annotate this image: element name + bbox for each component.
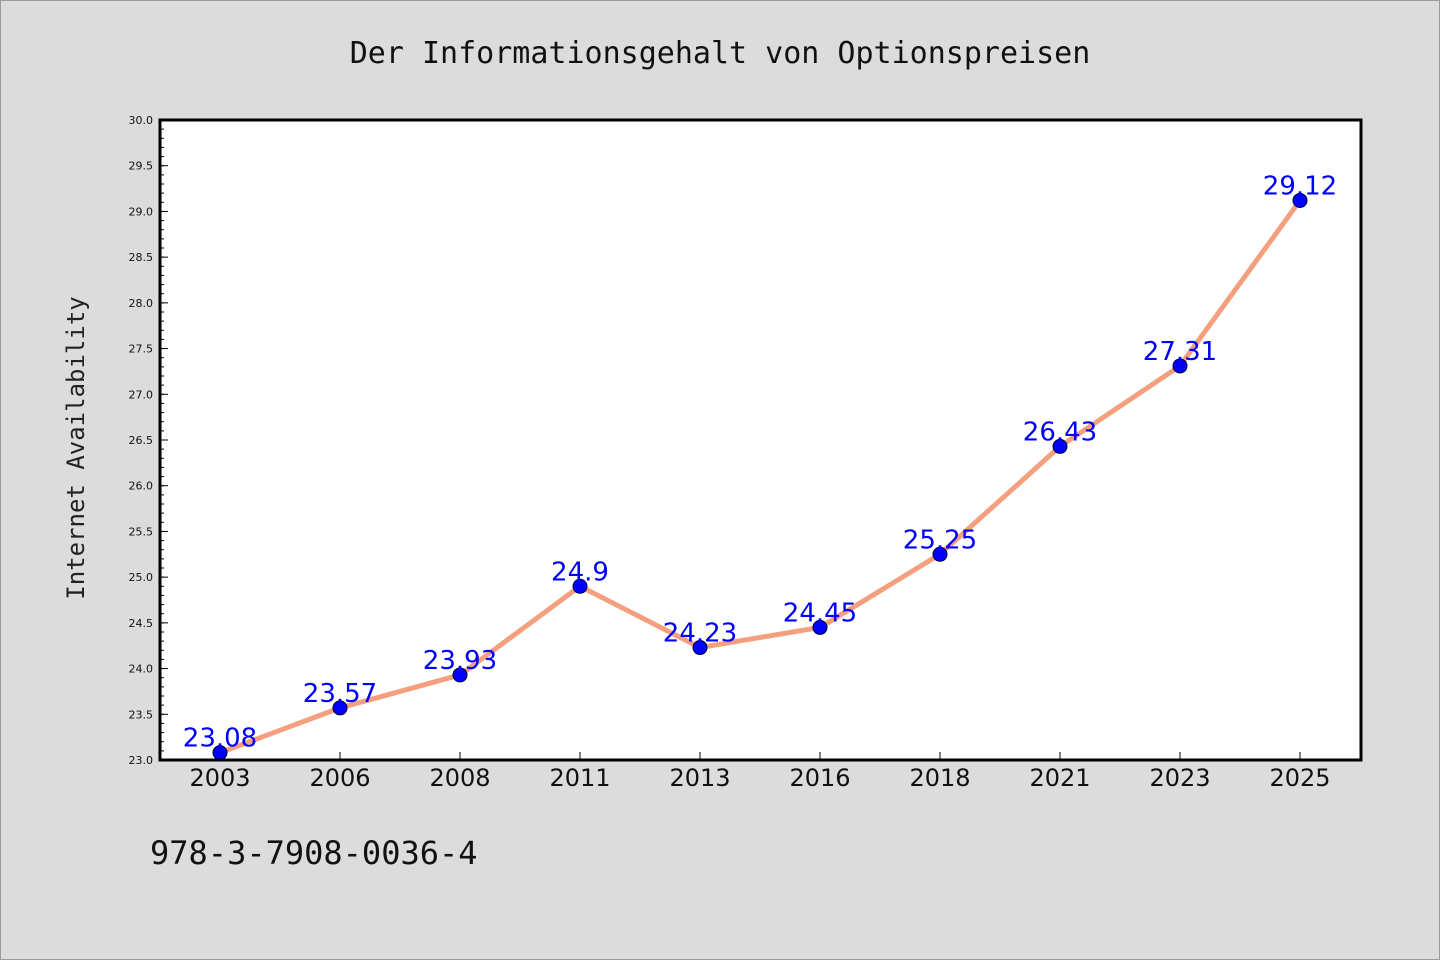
data-point [1052, 438, 1068, 454]
y-tick-label: 29.0 [129, 205, 154, 218]
y-tick-label: 27.0 [129, 388, 154, 401]
x-tick-label: 2018 [909, 764, 970, 792]
data-point [1172, 358, 1188, 374]
data-label: 24.23 [663, 619, 737, 649]
data-labels: 23.08 23.57 23.93 24.9 24.23 24.45 25.25 26.43 2… [183, 171, 1337, 753]
y-tick-label: 26.5 [129, 434, 154, 447]
y-tick-label: 26.0 [129, 480, 154, 493]
data-label: 27.31 [1143, 337, 1217, 367]
data-point [812, 619, 828, 635]
data-label: 23.57 [303, 679, 377, 709]
data-label: 25.25 [903, 525, 977, 555]
data-label: 23.08 [183, 724, 257, 754]
y-tick-label: 27.5 [129, 343, 154, 356]
series-line [217, 197, 1303, 756]
data-point [692, 640, 708, 656]
x-tick-label: 2021 [1029, 764, 1090, 792]
y-axis-label: Internet Availability [62, 296, 90, 599]
chart-title: Der Informationsgehalt von Optionspreise… [350, 36, 1091, 71]
data-point [452, 667, 468, 683]
data-markers [212, 192, 1308, 761]
data-label: 29.12 [1263, 171, 1337, 201]
y-tick-label: 28.0 [129, 297, 154, 310]
y-tick-label: 25.0 [129, 571, 154, 584]
data-point [332, 700, 348, 716]
plot-area [160, 120, 1361, 760]
x-tick-label: 2023 [1149, 764, 1210, 792]
y-tick-label: 30.0 [129, 114, 154, 127]
x-axis-ticks: 2003 2006 2008 2011 2013 2016 2018 2021 2023 2025 [189, 752, 1331, 792]
y-tick-label: 24.5 [129, 617, 154, 630]
plot-border [158, 118, 1363, 762]
y-tick-label: 23.0 [129, 754, 154, 767]
y-tick-label: 24.0 [129, 663, 154, 676]
x-tick-label: 2016 [789, 764, 850, 792]
isbn-footer: 978-3-7908-0036-4 [150, 834, 478, 872]
x-tick-label: 2025 [1269, 764, 1330, 792]
y-tick-label: 28.5 [129, 251, 154, 264]
x-tick-label: 2006 [309, 764, 370, 792]
data-label: 26.43 [1023, 417, 1097, 447]
data-label: 24.9 [551, 557, 609, 587]
x-tick-label: 2003 [189, 764, 250, 792]
data-point [572, 578, 588, 594]
y-tick-label: 29.5 [129, 160, 154, 173]
x-tick-label: 2011 [549, 764, 610, 792]
x-tick-label: 2013 [669, 764, 730, 792]
y-tick-label: 23.5 [129, 708, 154, 721]
y-tick-label: 25.5 [129, 525, 154, 538]
data-label: 24.45 [783, 598, 857, 628]
data-point [1292, 192, 1308, 208]
data-label: 23.93 [423, 646, 497, 676]
data-point [932, 546, 948, 562]
x-tick-label: 2008 [429, 764, 490, 792]
